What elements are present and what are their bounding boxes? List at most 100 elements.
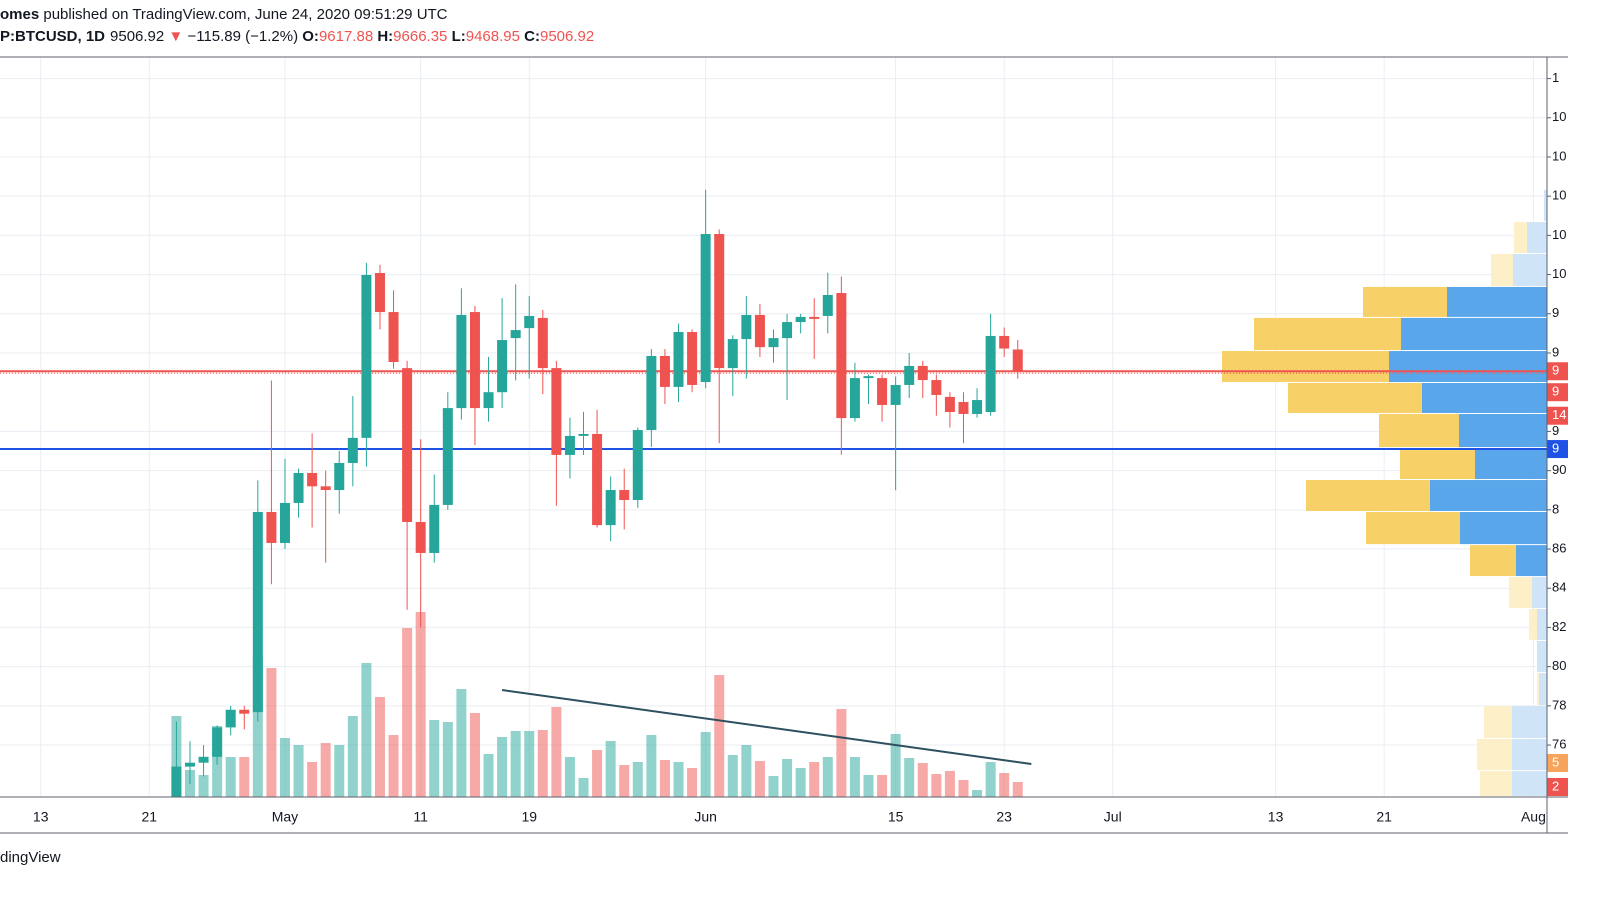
volume-bar: [795, 768, 806, 797]
header-line-2: P:BTCUSD, 1D 9506.92 ▼ −115.89 (−1.2%) O:…: [0, 26, 594, 48]
volume-bar: [347, 716, 358, 797]
volume-bar: [415, 612, 426, 797]
volume-bar: [917, 763, 928, 797]
volume-bar: [1012, 782, 1023, 797]
x-tick-label: May: [272, 809, 298, 825]
volume-bar: [782, 759, 793, 797]
candles: [171, 189, 1023, 797]
profile-up: [1512, 738, 1547, 771]
c-label: C:: [524, 28, 540, 45]
trendline: [501, 689, 1032, 765]
volume-bar: [483, 754, 494, 797]
volume-bar: [524, 731, 535, 797]
volume-bar: [307, 762, 318, 797]
volume-bar: [727, 755, 738, 797]
published: published on TradingView.com, June 24, 2…: [43, 6, 448, 23]
o-value: 9617.88: [318, 28, 374, 45]
volume-bar: [266, 668, 277, 797]
profile-down: [1537, 673, 1539, 706]
profile-down: [1509, 577, 1532, 609]
y-tick-label: 78: [1552, 697, 1566, 712]
candle-body: [632, 430, 643, 501]
profile-down: [1254, 317, 1401, 351]
candle-body: [307, 472, 318, 487]
candle-body: [592, 433, 603, 526]
x-tick-label: 13: [1268, 809, 1284, 825]
candle-body: [659, 355, 670, 387]
volume-bar: [361, 663, 372, 797]
h-value: 9666.35: [393, 28, 448, 45]
profile-up: [1447, 286, 1547, 317]
profile-down: [1379, 413, 1459, 448]
volume-bar: [497, 737, 508, 797]
x-tick-label: 21: [141, 809, 157, 825]
y-tick-label: 8: [1552, 501, 1559, 516]
volume-bar: [279, 738, 290, 797]
candle-body: [958, 402, 969, 414]
candle-body: [551, 368, 562, 455]
price-badge-label: 9: [1552, 440, 1559, 455]
x-tick-label: Aug: [1521, 809, 1546, 825]
volume-bar: [931, 774, 942, 797]
x-tick-label: 11: [413, 809, 428, 825]
y-tick-label: 10: [1552, 266, 1566, 281]
volume-bar: [904, 758, 915, 797]
candle-body: [374, 273, 385, 313]
candle-body: [944, 396, 955, 413]
volume-bar: [578, 778, 589, 797]
volume-bar: [225, 757, 236, 797]
lines: [0, 370, 1547, 765]
candle-body: [293, 472, 304, 503]
candle-body: [917, 365, 928, 381]
x-tick-label: 19: [521, 809, 537, 825]
volume-bar: [863, 775, 874, 797]
profile-down: [1491, 254, 1513, 286]
volume-bar: [402, 628, 413, 797]
volume-bar: [972, 790, 983, 797]
candle-body: [171, 766, 182, 797]
candle-body: [836, 293, 847, 419]
volume-bar: [985, 762, 996, 797]
symbol: P:BTCUSD, 1D: [0, 28, 106, 45]
candle-body: [320, 486, 331, 491]
change: −115.89 (−1.2%): [187, 28, 299, 45]
candle-body: [646, 355, 657, 431]
y-tick-label: 9: [1552, 305, 1559, 320]
price-badge: [1547, 383, 1568, 402]
price-badge: [1547, 406, 1568, 425]
candle-body: [687, 332, 698, 385]
profile-up: [1475, 448, 1547, 480]
y-tick-label: 86: [1552, 540, 1566, 555]
x-tick-label: 15: [888, 809, 904, 825]
candle-body: [279, 502, 290, 543]
candle-body: [537, 317, 548, 369]
volume-bar: [592, 750, 603, 797]
volume-bar: [754, 761, 765, 797]
y-tick-label: 9: [1552, 423, 1559, 438]
footer: dingView: [0, 849, 61, 866]
candle-body: [741, 314, 752, 340]
profile-up: [1512, 706, 1547, 738]
volume-bar: [469, 713, 480, 797]
volume-bar: [320, 743, 331, 797]
profile-down: [1288, 382, 1422, 413]
candle-body: [768, 338, 779, 348]
x-tick-label: Jul: [1104, 809, 1122, 825]
l-label: L:: [451, 28, 466, 45]
profile-down: [1477, 738, 1512, 771]
volume-bar: [429, 720, 440, 797]
candle-body: [619, 490, 630, 501]
candle-body: [510, 330, 521, 339]
l-value: 9468.95: [465, 28, 520, 45]
profile-up: [1513, 254, 1547, 286]
candle-body: [1012, 349, 1023, 372]
y-tick-label: 76: [1552, 736, 1566, 751]
profile-up: [1512, 771, 1547, 796]
candle-body: [361, 274, 372, 438]
price-badge-label: 14: [1552, 407, 1566, 422]
profile-up: [1527, 222, 1547, 254]
candle-body: [402, 368, 413, 522]
candle-body: [822, 294, 833, 316]
